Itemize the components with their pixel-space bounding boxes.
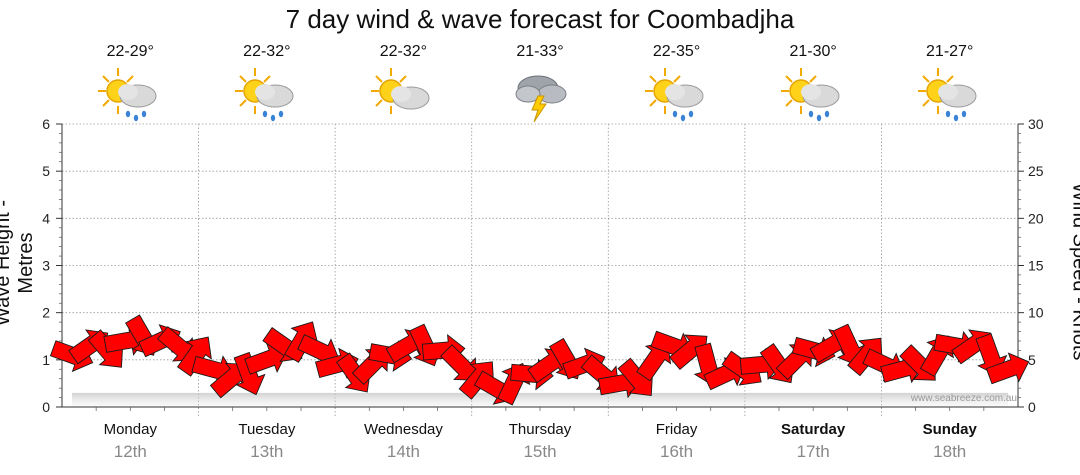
- sun-cloud-rain-icon: [98, 66, 162, 126]
- storm-cloud-icon: [508, 66, 572, 126]
- y-axis-right-label: Wind Speed - Knots: [1068, 182, 1080, 361]
- day-date: 12th: [113, 442, 147, 461]
- wind-arrow: [458, 361, 495, 400]
- day-name: Saturday: [781, 421, 846, 438]
- y-tick-label-left: 2: [42, 305, 50, 321]
- y-tick-label-right: 15: [1028, 258, 1044, 274]
- y-tick-label-left: 3: [42, 258, 50, 274]
- watermark: www.seabreeze.com.au: [910, 393, 1017, 404]
- sun-cloud-rain-icon: [781, 66, 845, 126]
- wind-arrows: [49, 314, 1030, 406]
- y-tick-label-right: 30: [1028, 116, 1044, 132]
- temp-range: 22-32°: [243, 43, 291, 60]
- temp-range: 22-35°: [652, 43, 701, 60]
- y-tick-label-right: 20: [1028, 210, 1044, 226]
- wind-arrow: [440, 344, 477, 381]
- day-date: 13th: [250, 442, 284, 461]
- temp-range: 22-29°: [106, 43, 154, 60]
- day-date: 18th: [933, 442, 967, 461]
- temp-range: 21-30°: [789, 43, 837, 60]
- day-name: Wednesday: [363, 421, 443, 438]
- y-tick-label-right: 25: [1028, 163, 1044, 179]
- day-name: Thursday: [508, 421, 572, 438]
- wind-arrow: [985, 352, 1030, 385]
- wind-arrow: [244, 342, 288, 375]
- y-axis-left-label: Wave Height - Metres: [0, 200, 37, 326]
- day-date: 14th: [386, 442, 420, 461]
- day-date: 15th: [523, 442, 557, 461]
- day-name: Monday: [103, 421, 157, 438]
- y-tick-label-left: 6: [42, 116, 50, 132]
- y-tick-label-right: 5: [1028, 352, 1036, 368]
- y-tick-label-left: 1: [42, 352, 50, 368]
- day-name: Friday: [655, 421, 698, 438]
- temp-range: 21-33°: [516, 43, 564, 60]
- wind-arrow: [847, 337, 883, 377]
- y-tick-label-left: 4: [42, 210, 50, 226]
- day-date: 16th: [660, 442, 694, 461]
- chart-title: 7 day wind & wave forecast for Coombadjh…: [285, 4, 795, 34]
- wind-arrow: [233, 351, 266, 396]
- sun-cloud-rain-icon: [234, 66, 299, 126]
- y-tick-label-left: 5: [42, 163, 50, 179]
- sun-cloud-rain-icon: [917, 66, 982, 126]
- y-tick-label-right: 0: [1028, 399, 1036, 415]
- sun-cloud-rain-icon: [644, 66, 709, 126]
- day-name: Tuesday: [238, 421, 296, 438]
- day-date: 17th: [796, 442, 830, 461]
- y-tick-label-left: 0: [42, 399, 50, 415]
- sun-cloud-icon: [371, 66, 435, 126]
- temp-range: 22-32°: [379, 43, 428, 60]
- y-tick-label-right: 10: [1028, 305, 1044, 321]
- wave-height-area: [72, 392, 1008, 407]
- day-name: Sunday: [922, 421, 977, 438]
- temp-range: 21-27°: [926, 43, 974, 60]
